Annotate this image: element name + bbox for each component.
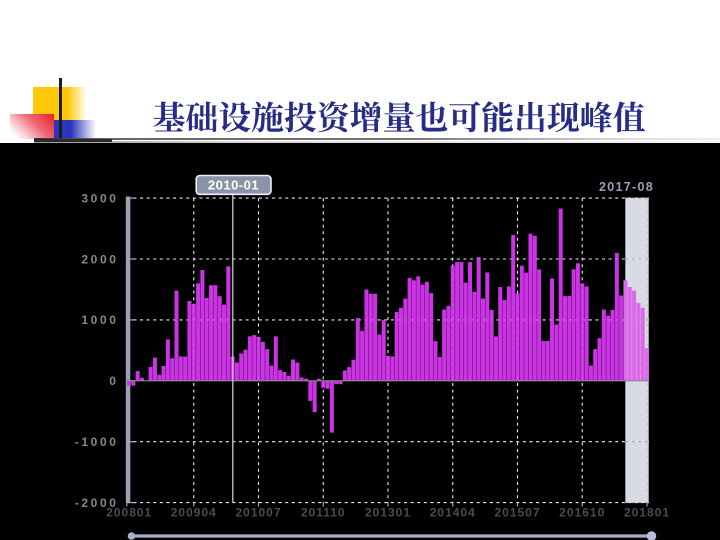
svg-text:-2000: -2000 bbox=[75, 496, 119, 510]
svg-text:-1000: -1000 bbox=[75, 435, 119, 449]
svg-text:2017-08: 2017-08 bbox=[599, 180, 654, 194]
svg-text:200801: 200801 bbox=[106, 506, 152, 520]
svg-text:201507: 201507 bbox=[494, 506, 540, 520]
svg-text:200904: 200904 bbox=[171, 506, 217, 520]
svg-text:2010-01: 2010-01 bbox=[208, 178, 259, 193]
svg-text:201610: 201610 bbox=[559, 506, 605, 520]
svg-text:2000: 2000 bbox=[81, 252, 118, 266]
svg-text:201110: 201110 bbox=[301, 506, 346, 520]
svg-text:1000: 1000 bbox=[81, 313, 118, 327]
svg-text:3000: 3000 bbox=[81, 191, 118, 205]
svg-text:0: 0 bbox=[109, 374, 118, 388]
svg-text:201404: 201404 bbox=[430, 506, 476, 520]
svg-text:201007: 201007 bbox=[235, 506, 281, 520]
svg-text:201301: 201301 bbox=[365, 506, 411, 520]
svg-text:201801: 201801 bbox=[624, 506, 670, 520]
